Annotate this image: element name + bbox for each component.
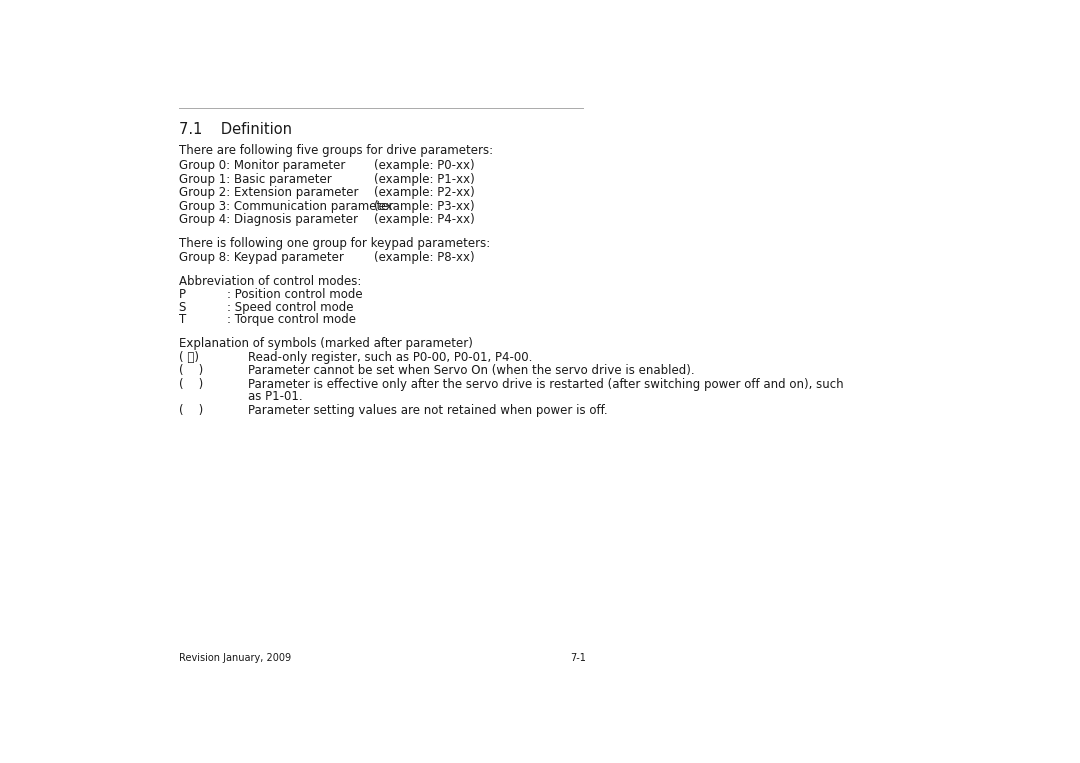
Text: Parameter cannot be set when Servo On (when the servo drive is enabled).: Parameter cannot be set when Servo On (w… — [248, 364, 694, 377]
Text: T: T — [178, 313, 186, 326]
Text: (example: P1-xx): (example: P1-xx) — [374, 172, 474, 185]
Text: (example: P2-xx): (example: P2-xx) — [374, 186, 474, 199]
Text: : Speed control mode: : Speed control mode — [227, 301, 353, 314]
Text: (    ): ( ) — [178, 404, 203, 417]
Text: (example: P4-xx): (example: P4-xx) — [374, 213, 474, 226]
Text: Revision January, 2009: Revision January, 2009 — [178, 652, 291, 662]
Text: P: P — [178, 288, 186, 301]
Text: (example: P3-xx): (example: P3-xx) — [374, 200, 474, 213]
Text: 7.1    Definition: 7.1 Definition — [178, 122, 292, 137]
Text: Group 1: Basic parameter: Group 1: Basic parameter — [178, 172, 332, 185]
Text: S: S — [178, 301, 186, 314]
Text: ( 和): ( 和) — [178, 351, 199, 364]
Text: Group 2: Extension parameter: Group 2: Extension parameter — [178, 186, 359, 199]
Text: Abbreviation of control modes:: Abbreviation of control modes: — [178, 275, 361, 288]
Text: 7-1: 7-1 — [570, 652, 586, 662]
Text: : Torque control mode: : Torque control mode — [227, 313, 356, 326]
Text: There are following five groups for drive parameters:: There are following five groups for driv… — [178, 144, 492, 157]
Text: Read-only register, such as P0-00, P0-01, P4-00.: Read-only register, such as P0-00, P0-01… — [248, 351, 532, 364]
Text: as P1-01.: as P1-01. — [248, 390, 302, 403]
Text: : Position control mode: : Position control mode — [227, 288, 363, 301]
Text: There is following one group for keypad parameters:: There is following one group for keypad … — [178, 237, 489, 250]
Text: Group 0: Monitor parameter: Group 0: Monitor parameter — [178, 159, 345, 172]
Text: Group 4: Diagnosis parameter: Group 4: Diagnosis parameter — [178, 213, 357, 226]
Text: (example: P0-xx): (example: P0-xx) — [374, 159, 474, 172]
Text: Parameter is effective only after the servo drive is restarted (after switching : Parameter is effective only after the se… — [248, 378, 843, 391]
Text: Parameter setting values are not retained when power is off.: Parameter setting values are not retaine… — [248, 404, 608, 417]
Text: Group 3: Communication parameter: Group 3: Communication parameter — [178, 200, 393, 213]
Text: (    ): ( ) — [178, 364, 203, 377]
Text: Explanation of symbols (marked after parameter): Explanation of symbols (marked after par… — [178, 337, 472, 350]
Text: (example: P8-xx): (example: P8-xx) — [374, 251, 474, 264]
Text: Group 8: Keypad parameter: Group 8: Keypad parameter — [178, 251, 343, 264]
Text: (    ): ( ) — [178, 378, 203, 391]
